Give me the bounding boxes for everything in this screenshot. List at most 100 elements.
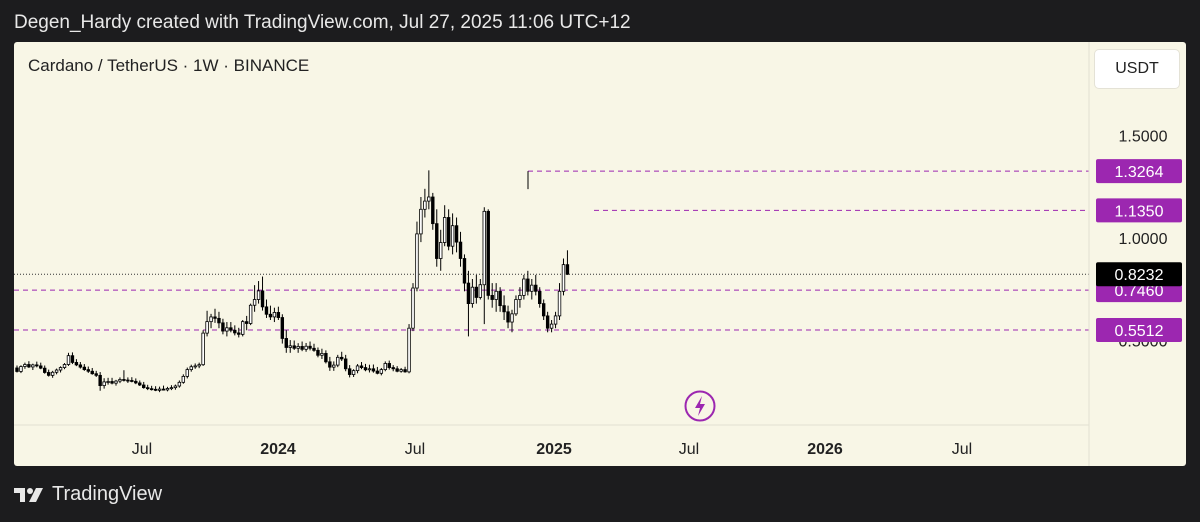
candle[interactable] [193, 363, 197, 369]
candle[interactable] [308, 341, 312, 351]
candle[interactable] [35, 361, 39, 368]
candle[interactable] [486, 209, 490, 300]
candle[interactable] [375, 366, 380, 375]
candle[interactable] [31, 363, 35, 371]
candle[interactable] [534, 274, 538, 296]
candle[interactable] [510, 309, 514, 333]
candle[interactable] [427, 170, 431, 210]
candle[interactable] [122, 370, 126, 382]
candle[interactable] [280, 314, 285, 344]
candle[interactable] [446, 209, 451, 251]
candle[interactable] [514, 295, 518, 316]
candle[interactable] [82, 364, 87, 371]
candle[interactable] [328, 356, 332, 371]
candle[interactable] [94, 370, 98, 377]
candle[interactable] [557, 283, 562, 320]
candle[interactable] [50, 370, 55, 378]
candle[interactable] [470, 279, 475, 308]
candle[interactable] [58, 366, 63, 373]
candle[interactable] [284, 330, 288, 353]
candle[interactable] [415, 221, 419, 292]
candle[interactable] [431, 192, 435, 230]
candle[interactable] [165, 386, 170, 392]
candle[interactable] [221, 318, 225, 335]
candle[interactable] [296, 343, 300, 353]
candle[interactable] [324, 350, 328, 364]
candle[interactable] [506, 305, 510, 329]
candle[interactable] [383, 361, 387, 372]
candle[interactable] [359, 362, 364, 370]
candle[interactable] [27, 361, 31, 368]
candle[interactable] [292, 340, 296, 350]
candle[interactable] [399, 367, 403, 373]
candle[interactable] [340, 351, 344, 361]
candle[interactable] [102, 378, 106, 389]
lightning-icon[interactable] [684, 390, 716, 422]
candle[interactable] [553, 311, 558, 329]
candle[interactable] [538, 287, 542, 308]
candle[interactable] [70, 352, 75, 365]
candle[interactable] [46, 369, 51, 377]
candle[interactable] [138, 380, 142, 387]
candle[interactable] [502, 295, 506, 320]
candle[interactable] [355, 364, 360, 374]
candle[interactable] [454, 217, 459, 253]
candle[interactable] [248, 303, 253, 326]
candle[interactable] [252, 285, 257, 312]
candle[interactable] [343, 354, 348, 372]
candle[interactable] [351, 369, 356, 377]
candle[interactable] [130, 377, 134, 383]
candle[interactable] [185, 367, 189, 379]
candle[interactable] [256, 281, 261, 304]
candle[interactable] [145, 384, 150, 391]
candle[interactable] [379, 367, 384, 376]
candle[interactable] [312, 343, 316, 352]
candle[interactable] [169, 385, 174, 391]
candle[interactable] [161, 385, 166, 391]
candle[interactable] [225, 322, 229, 337]
candle[interactable] [209, 313, 213, 329]
candle[interactable] [62, 363, 67, 370]
candle[interactable] [522, 274, 526, 300]
candle[interactable] [205, 310, 209, 337]
candle[interactable] [237, 327, 241, 338]
candle[interactable] [213, 308, 217, 323]
candle[interactable] [549, 320, 554, 333]
candle[interactable] [474, 274, 479, 304]
candle[interactable] [268, 305, 273, 320]
candle[interactable] [43, 365, 47, 374]
candle[interactable] [98, 372, 102, 391]
candle[interactable] [332, 361, 336, 371]
candle[interactable] [371, 364, 376, 373]
candle[interactable] [272, 307, 277, 323]
candle[interactable] [541, 299, 546, 321]
candle[interactable] [217, 311, 221, 329]
candle[interactable] [23, 362, 27, 369]
candle[interactable] [545, 311, 550, 333]
candle[interactable] [526, 270, 530, 296]
candle[interactable] [561, 258, 566, 296]
candle[interactable] [19, 365, 23, 374]
candle[interactable] [300, 341, 304, 352]
candle[interactable] [149, 385, 154, 391]
candle[interactable] [118, 377, 122, 384]
candle[interactable] [126, 377, 130, 383]
candle[interactable] [189, 364, 193, 372]
candle[interactable] [419, 197, 423, 243]
candle[interactable] [54, 368, 59, 375]
candle[interactable] [201, 330, 205, 366]
candle[interactable] [316, 347, 320, 358]
candle[interactable] [110, 377, 114, 385]
candle[interactable] [482, 207, 486, 325]
candle[interactable] [304, 342, 308, 352]
candle[interactable] [403, 366, 407, 373]
candle[interactable] [439, 229, 443, 271]
candle[interactable] [320, 348, 324, 359]
candle[interactable] [442, 205, 447, 247]
candle[interactable] [233, 325, 237, 336]
candle[interactable] [114, 379, 118, 386]
candle[interactable] [244, 315, 249, 331]
candle[interactable] [229, 322, 233, 333]
